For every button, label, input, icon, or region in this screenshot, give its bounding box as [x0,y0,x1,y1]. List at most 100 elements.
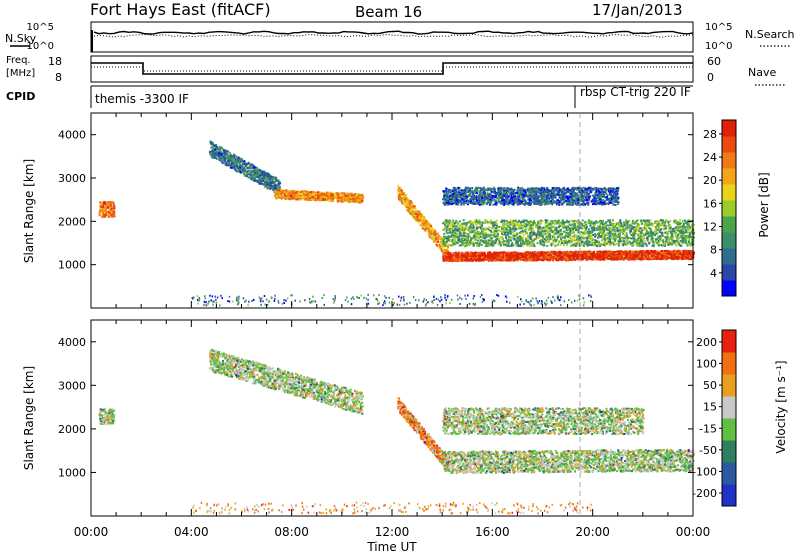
echo-cell [475,223,478,226]
echo-cell [578,252,581,255]
echo-cell [620,236,623,239]
echo-cell [673,257,676,260]
echo-cell [113,215,116,218]
echo-cell [353,200,356,203]
echo-cell [582,254,584,257]
echo-cell [342,197,345,199]
echo-cell [439,237,442,240]
echo-cell [260,173,263,176]
echo-cell [103,201,106,204]
echo-cell [630,253,633,256]
echo-cell [361,199,364,202]
noise-right-label: N.Search [745,28,795,41]
echo-cell [570,242,573,245]
echo-cell [276,183,279,186]
echo-cell [241,168,244,171]
echo-cell [665,249,668,252]
echo-cell [451,259,454,262]
echo-cell [531,251,534,254]
echo-cell [635,230,638,233]
echo-cell [266,183,269,186]
echo-cell [243,160,246,163]
echo-cell [600,255,603,258]
echo-cell [508,258,511,261]
echo-cell [629,257,632,260]
echo-cell [626,254,628,257]
echo-cell [485,255,488,258]
echo-cell [446,258,449,261]
echo-cell [678,257,681,260]
echo-cell [412,211,414,214]
echo-cell [397,184,400,187]
echo-cell [293,195,296,198]
echo-cell [689,256,691,259]
echo-cell [429,223,432,226]
echo-cell [415,218,418,221]
echo-cell [345,199,348,202]
echo-cell [458,256,461,259]
echo-cell [283,192,286,195]
echo-cell [103,215,106,218]
echo-cell [553,252,556,255]
echo-cell [453,252,456,255]
echo-cell [510,245,513,247]
echo-cell [278,184,280,187]
echo-cell [634,258,637,261]
echo-cell [440,237,443,240]
echo-cell [314,199,316,202]
echo-cell [256,180,259,183]
echo-cell [643,227,646,230]
echo-cell [277,180,280,183]
echo-cell [424,228,427,231]
echo-cell [542,230,545,233]
echo-cell [256,171,259,174]
echo-cell [589,255,592,258]
echo-cell [235,163,238,166]
echo-cell [536,233,539,236]
echo-cell [605,224,608,227]
echo-cell [255,179,258,182]
echo-cell [522,219,525,222]
echo-cell [685,251,688,254]
echo-cell [420,218,423,221]
echo-cell [230,155,232,158]
echo-cell [581,219,584,222]
echo-cell [229,156,231,159]
echo-cell [579,251,582,254]
echo-cell [588,250,591,253]
echo-cell [257,172,260,175]
echo-cell [402,196,405,199]
echo-cell [407,210,410,213]
echo-cell [98,214,101,217]
echo-cell [313,198,316,201]
echo-cell [316,197,319,200]
echo-cell [226,164,229,167]
echo-cell [661,221,664,224]
echo-cell [299,193,302,195]
echo-cell [361,193,364,196]
echo-cell [511,242,514,244]
echo-cell [356,198,359,201]
echo-cell [234,160,237,163]
echo-cell [404,200,407,203]
echo-cell [612,255,615,258]
echo-cell [632,252,635,255]
echo-cell [101,206,104,208]
echo-cell [546,255,548,257]
echo-cell [662,257,665,260]
echo-cell [209,153,212,156]
echo-cell [305,194,308,196]
echo-cell [320,198,323,201]
echo-cell [569,252,572,255]
echo-cell [556,232,559,235]
echo-cell [597,253,600,256]
echo-cell [267,178,270,181]
echo-cell [668,255,670,258]
echo-cell [580,258,583,261]
echo-cell [288,193,291,196]
echo-cell [515,235,518,238]
echo-cell [332,197,335,200]
echo-cell [233,165,236,168]
echo-cell [531,253,534,256]
echo-cell [465,260,468,263]
